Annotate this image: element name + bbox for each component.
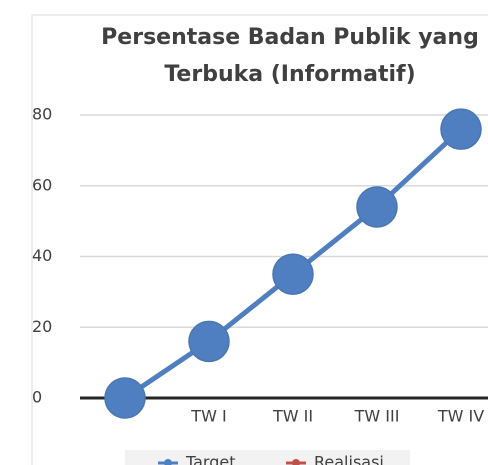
x-tick-label: TW I <box>190 407 226 426</box>
point <box>356 186 398 228</box>
y-tick-label: 0 <box>32 388 42 407</box>
point <box>440 108 482 150</box>
x-tick-label: TW III <box>354 407 400 426</box>
legend-marker <box>292 459 300 465</box>
x-tick-label: TW II <box>272 407 313 426</box>
point <box>272 253 314 295</box>
legend-marker <box>164 459 172 465</box>
y-tick-label: 80 <box>32 105 52 124</box>
y-tick-label: 40 <box>32 246 52 265</box>
legend-box <box>125 450 410 465</box>
y-tick-label: 20 <box>32 317 52 336</box>
x-tick-label: TW IV <box>437 407 484 426</box>
legend-label: Target <box>185 453 236 465</box>
legend-label: Realisasi <box>314 453 384 465</box>
point <box>104 377 146 419</box>
point <box>188 320 230 363</box>
chart-title: Persentase Badan Publik yang <box>101 25 479 50</box>
y-tick-label: 60 <box>32 175 52 194</box>
chart-title: Terbuka (Informatif) <box>164 62 415 87</box>
